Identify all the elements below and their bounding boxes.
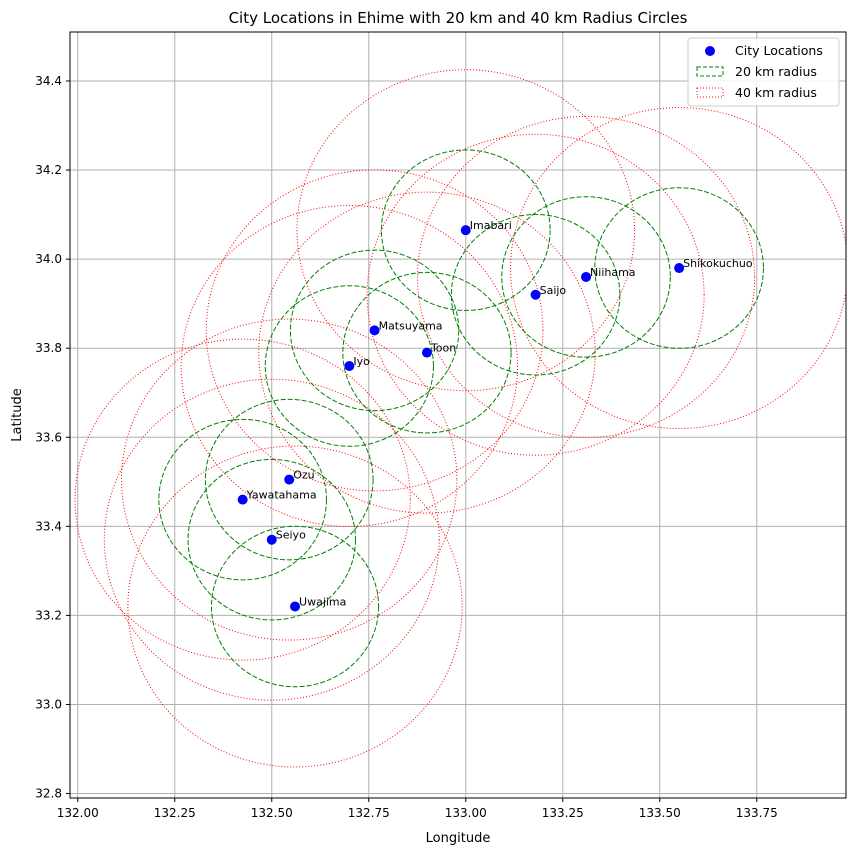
radius-40km-circle: [180, 205, 519, 527]
radius-20km-circle: [450, 214, 621, 376]
x-tick-label: 132.25: [154, 806, 196, 820]
city-label: Shikokuchuo: [683, 257, 753, 270]
city-labels: Imabari Niihama Saijo Shikokuchuo Matsuyama T…: [246, 219, 753, 608]
city-label: Toon: [430, 342, 456, 355]
city-point: [290, 601, 301, 612]
radius-20km-circle: [342, 271, 512, 434]
legend-label-20km: 20 km radius: [735, 64, 817, 79]
city-label: Ozu: [293, 469, 314, 482]
x-tick-label: 133.25: [542, 806, 584, 820]
city-point: [674, 263, 685, 274]
city-point: [530, 289, 541, 300]
y-tick-label: 34.0: [35, 252, 62, 266]
x-axis-ticks: 132.00 132.25 132.50 132.75 133.00 133.25 133.…: [57, 798, 778, 820]
radius-40km-circle: [366, 133, 705, 456]
x-tick-label: 132.00: [57, 806, 99, 820]
radius-40km-circle: [296, 69, 636, 392]
radius-20km-circle: [204, 398, 374, 561]
radius-40km-circle: [74, 338, 411, 661]
radius-40km-circle: [103, 378, 440, 701]
radius-20km-circle: [264, 285, 434, 447]
y-axis-label: Latitude: [10, 388, 25, 442]
radius-20km-circle: [594, 187, 764, 349]
y-tick-label: 33.6: [35, 430, 62, 444]
radius-20km-circle: [289, 249, 460, 412]
city-label: Matsuyama: [379, 319, 443, 332]
legend-label-city-locations: City Locations: [735, 43, 823, 58]
x-tick-label: 133.50: [639, 806, 681, 820]
city-label: Niihama: [590, 266, 636, 279]
radius-40km-circle: [205, 169, 544, 492]
y-tick-label: 34.2: [35, 163, 62, 177]
radius-20km-circle: [380, 149, 551, 311]
legend-box: [687, 37, 840, 107]
city-label: Iyo: [353, 355, 370, 368]
city-point: [421, 347, 432, 358]
y-axis-ticks: 32.8 33.0 33.2 33.4 33.6 33.8 34.0 34.2 34.4: [35, 74, 70, 801]
plot-frame: [69, 31, 847, 799]
grid-lines: [70, 32, 846, 798]
radius-20km-circle: [501, 196, 671, 358]
x-tick-label: 132.75: [348, 806, 390, 820]
radius-20km-circle: [158, 418, 327, 581]
legend-label-40km: 40 km radius: [735, 85, 817, 100]
y-tick-label: 33.0: [35, 697, 62, 711]
city-label: Imabari: [470, 219, 512, 232]
legend-marker-20km: [696, 66, 724, 77]
radius-40km-circle: [510, 107, 846, 429]
radius-40km-circle: [127, 445, 463, 768]
radius-20km-circle: [210, 525, 380, 688]
radius-20km-circle: [187, 458, 356, 621]
x-tick-label: 133.00: [445, 806, 487, 820]
city-label: Saijo: [540, 284, 567, 297]
legend-marker-city-locations: [705, 46, 715, 56]
city-label: Uwajima: [299, 596, 346, 609]
city-label: Yawatahama: [246, 489, 317, 502]
city-point: [266, 534, 277, 545]
radius-40km-circle: [121, 318, 458, 641]
legend-marker-40km: [696, 87, 724, 98]
x-axis-label: Longitude: [426, 831, 491, 846]
city-points: [237, 225, 685, 612]
city-point: [284, 474, 295, 485]
radius-circles: [74, 69, 846, 768]
x-tick-label: 133.75: [736, 806, 778, 820]
city-point: [344, 361, 355, 372]
x-tick-label: 132.50: [251, 806, 293, 820]
legend: City Locations 20 km radius 40 km radius: [687, 37, 840, 107]
city-point: [237, 494, 248, 505]
radius-40km-circle: [416, 115, 756, 438]
y-tick-label: 33.4: [35, 519, 62, 533]
city-point: [369, 325, 380, 336]
y-tick-label: 32.8: [35, 787, 62, 801]
chart-title: City Locations in Ehime with 20 km and 4…: [229, 9, 688, 27]
radius-40km-circle: [258, 191, 596, 514]
y-tick-label: 33.8: [35, 341, 62, 355]
y-tick-label: 34.4: [35, 74, 62, 88]
city-label: Seiyo: [276, 529, 306, 542]
city-point: [460, 225, 471, 236]
y-tick-label: 33.2: [35, 608, 62, 622]
city-point: [581, 271, 592, 282]
